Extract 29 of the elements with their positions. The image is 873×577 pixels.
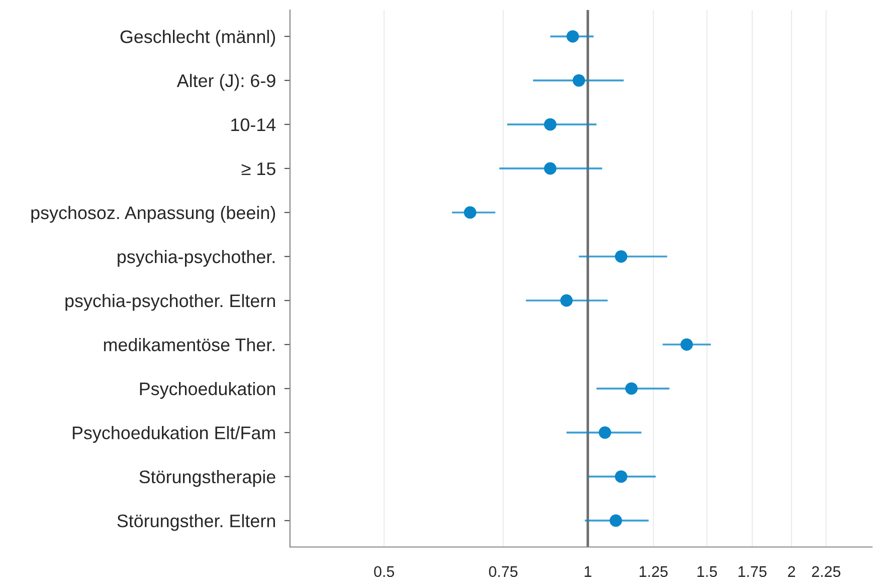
- y-tick-label: psychia-psychother. Eltern: [66, 294, 275, 311]
- point: [544, 118, 556, 131]
- y-tick-label: medikamentöse Ther.: [104, 338, 274, 352]
- y-tick-label: Störungsther. Eltern: [117, 514, 275, 531]
- x-tick-label: 0.5: [374, 566, 394, 577]
- y-tick-label: Psychoedukation Elt/Fam: [72, 426, 275, 443]
- point: [610, 514, 622, 527]
- point: [566, 30, 579, 43]
- point: [625, 382, 638, 395]
- y-tick-label: 10-14: [231, 118, 276, 132]
- y-tick-label: Alter (J): 6-9: [176, 74, 276, 91]
- x-tick-label: 1.5: [698, 566, 717, 577]
- y-tick-label: psychosoz. Anpassung (beein): [31, 206, 276, 223]
- point: [560, 294, 573, 307]
- y-tick-label: psychia-psychother.: [118, 250, 274, 267]
- y-tick-label: Psychoedukation: [140, 382, 275, 399]
- point: [614, 470, 628, 483]
- x-tick-label: 1: [584, 566, 592, 577]
- point: [544, 162, 556, 175]
- x-tick-label: 2: [788, 566, 796, 577]
- x-tick-label: 1.75: [738, 566, 767, 577]
- point: [598, 426, 612, 439]
- x-tick-label: 0.75: [489, 566, 518, 577]
- y-tick-label: Geschlecht (männl): [120, 30, 275, 47]
- point: [614, 250, 628, 263]
- x-tick-label: 1.25: [640, 566, 668, 577]
- y-tick-label: Störungstherapie: [139, 470, 276, 487]
- x-tick-label: 2.25: [812, 566, 840, 577]
- y-tick-label: ≥ 15: [242, 162, 276, 176]
